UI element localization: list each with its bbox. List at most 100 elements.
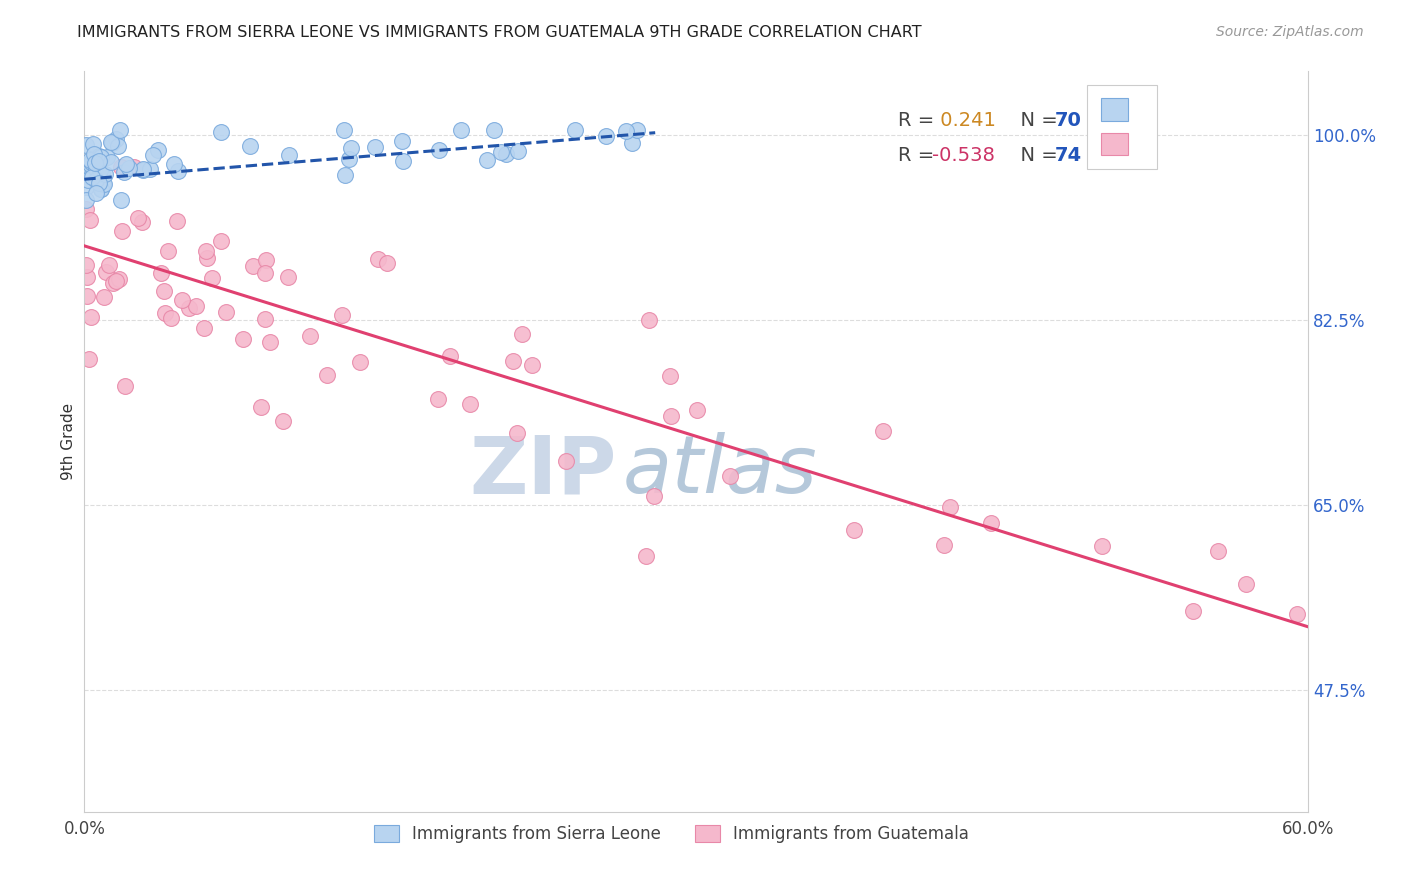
Point xyxy=(277,270,299,285)
Point xyxy=(84,186,107,201)
Point xyxy=(330,308,353,322)
Point xyxy=(110,160,132,174)
Point xyxy=(1182,604,1205,618)
Point xyxy=(1234,577,1257,591)
Point xyxy=(112,165,135,179)
Point xyxy=(186,299,208,313)
Point xyxy=(91,167,114,181)
Text: 70: 70 xyxy=(1054,111,1081,129)
Point xyxy=(139,161,162,176)
Point xyxy=(91,177,114,191)
Point xyxy=(506,426,529,441)
Point xyxy=(253,266,276,280)
Point xyxy=(638,313,661,327)
Point xyxy=(76,172,98,186)
Point xyxy=(100,154,122,169)
Point xyxy=(75,138,97,153)
Point xyxy=(458,397,481,411)
Point xyxy=(79,153,101,167)
Point xyxy=(79,157,101,171)
Point xyxy=(489,145,512,159)
Point xyxy=(502,354,524,368)
Point xyxy=(495,146,517,161)
Point xyxy=(337,152,360,166)
Point xyxy=(90,182,112,196)
Point xyxy=(93,177,115,191)
Point xyxy=(90,182,112,196)
Point xyxy=(96,265,118,279)
Point xyxy=(166,214,188,228)
Point xyxy=(149,266,172,280)
Point xyxy=(239,139,262,153)
Point xyxy=(427,143,450,157)
Point xyxy=(146,143,169,157)
Point xyxy=(209,125,232,139)
Point xyxy=(392,154,415,169)
Text: atlas: atlas xyxy=(623,432,817,510)
Point xyxy=(872,424,894,438)
Point xyxy=(626,122,648,136)
Point xyxy=(131,214,153,228)
Point xyxy=(75,258,97,272)
Point xyxy=(1285,607,1308,622)
Point xyxy=(87,149,110,163)
Point xyxy=(155,306,177,320)
Point xyxy=(160,310,183,325)
Point xyxy=(89,163,111,178)
Point xyxy=(215,305,238,319)
Text: Source: ZipAtlas.com: Source: ZipAtlas.com xyxy=(1216,25,1364,39)
Point xyxy=(80,167,103,181)
Point xyxy=(83,147,105,161)
Point xyxy=(90,150,112,164)
Point xyxy=(122,160,145,174)
Point xyxy=(450,122,472,136)
Point xyxy=(103,276,125,290)
Point xyxy=(108,271,131,285)
Point xyxy=(1206,544,1229,558)
Point xyxy=(75,193,97,207)
Point xyxy=(333,168,356,182)
Point xyxy=(80,310,103,324)
Point xyxy=(80,155,103,169)
Text: N =: N = xyxy=(1008,111,1064,129)
Point xyxy=(110,193,132,207)
Point xyxy=(340,141,363,155)
Point xyxy=(101,136,124,150)
Point xyxy=(659,409,682,424)
Point xyxy=(475,153,498,167)
Point xyxy=(271,414,294,428)
Point xyxy=(333,123,356,137)
Point xyxy=(177,301,200,315)
Point xyxy=(153,284,176,298)
Point xyxy=(299,329,322,343)
Point xyxy=(108,122,131,136)
Point xyxy=(364,140,387,154)
Point xyxy=(118,161,141,175)
Text: N =: N = xyxy=(1008,145,1064,164)
Point xyxy=(89,151,111,165)
Point xyxy=(932,538,955,552)
Point xyxy=(114,379,136,393)
Point xyxy=(87,177,110,191)
Point xyxy=(595,128,617,143)
Point xyxy=(84,160,107,174)
Point xyxy=(620,136,643,151)
Point xyxy=(115,157,138,171)
Point xyxy=(659,368,682,383)
Point xyxy=(367,252,389,266)
Point xyxy=(844,523,866,537)
Point xyxy=(96,150,118,164)
Point xyxy=(166,163,188,178)
Point xyxy=(316,368,339,383)
Point xyxy=(439,350,461,364)
Point xyxy=(142,148,165,162)
Point xyxy=(254,312,277,326)
Point xyxy=(84,162,107,177)
Point xyxy=(75,169,97,183)
Point xyxy=(127,211,149,225)
Point xyxy=(132,162,155,177)
Point xyxy=(195,244,218,258)
Point xyxy=(94,167,117,181)
Point xyxy=(163,157,186,171)
Point xyxy=(157,244,180,258)
